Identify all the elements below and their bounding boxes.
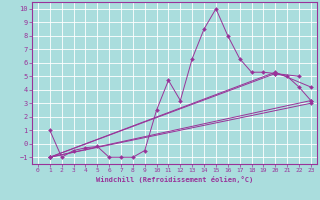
X-axis label: Windchill (Refroidissement éolien,°C): Windchill (Refroidissement éolien,°C) (96, 176, 253, 183)
